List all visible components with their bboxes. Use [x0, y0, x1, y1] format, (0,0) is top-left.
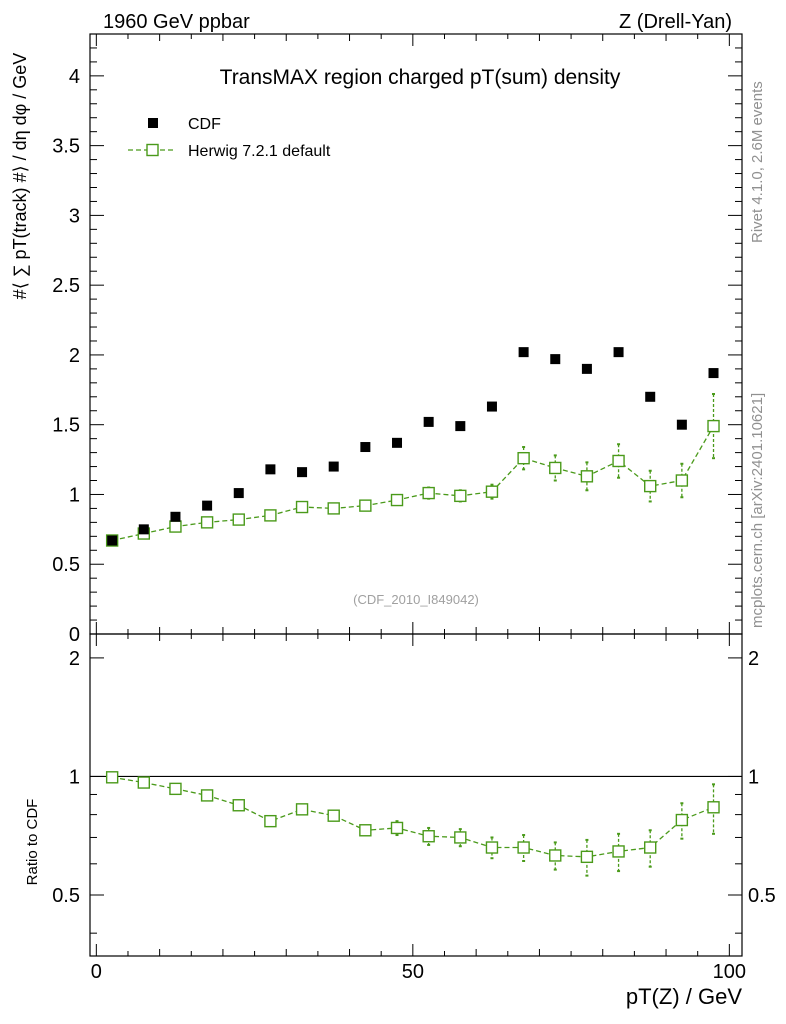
herwig-point [264, 509, 277, 522]
x-axis-label: pT(Z) / GeV [626, 984, 742, 1009]
y-tick-label: 3 [69, 205, 80, 227]
cdf-point [328, 461, 339, 472]
y-tick-label: 3.5 [52, 136, 80, 158]
herwig-ratio-point [232, 799, 245, 812]
herwig-ratio-point [454, 831, 467, 844]
herwig-ratio-point [169, 782, 182, 796]
herwig-ratio-point [390, 821, 404, 835]
cdf-point [392, 437, 403, 448]
frames [89, 33, 743, 957]
cdf-point [423, 416, 434, 427]
cdf-point [202, 500, 213, 511]
rivet-label: Rivet 4.1.0, 2.6M events [749, 81, 766, 243]
cdf-point [107, 535, 118, 546]
cdf-point [170, 511, 181, 522]
herwig-ratio-point [517, 841, 530, 854]
herwig-line [112, 425, 715, 542]
herwig-ratio-point [200, 789, 214, 802]
herwig-point [675, 474, 689, 487]
herwig-point [644, 479, 657, 493]
marks [90, 347, 742, 877]
herwig-point [485, 485, 499, 498]
herwig-point [707, 419, 720, 433]
y-tick-label: 4 [69, 66, 80, 88]
cdf-point [581, 363, 592, 374]
x-tick-label: 100 [713, 961, 746, 983]
herwig-ratio-point [359, 824, 372, 837]
cdf-point [360, 442, 371, 453]
ratio-ylabel: Ratio to CDF [24, 799, 41, 886]
ratio-frame [89, 633, 743, 957]
herwig-point [549, 461, 562, 475]
herwig-ratio-point [549, 849, 562, 862]
x-tick-label: 0 [91, 961, 102, 983]
legend-herwig-label: Herwig 7.2.1 default [188, 143, 331, 160]
ratio-y-tick-label-right: 1 [748, 766, 759, 788]
y-tick-label: 1.5 [52, 415, 80, 437]
ratio-y-tick-label: 0.5 [52, 885, 80, 907]
cdf-point [486, 401, 497, 412]
header-left: 1960 GeV ppbar [103, 11, 250, 33]
herwig-ratio-point [295, 803, 309, 816]
herwig-ratio-point [644, 841, 657, 854]
mcplots-label: mcplots.cern.ch [arXiv:2401.10621] [749, 393, 766, 628]
herwig-point [327, 502, 340, 515]
herwig-point [169, 520, 182, 533]
herwig-point [359, 499, 372, 512]
herwig-ratio-point [137, 776, 151, 789]
cdf-point [550, 354, 561, 365]
herwig-point [517, 451, 530, 465]
herwig-point [295, 500, 309, 514]
legend-cdf-label: CDF [188, 116, 221, 133]
herwig-ratio-point [485, 841, 499, 854]
x-tick-label: 50 [402, 961, 424, 983]
cdf-point [138, 524, 149, 535]
herwig-point [580, 470, 594, 483]
legend-herwig-marker [146, 143, 159, 157]
watermark: (CDF_2010_I849042) [353, 592, 479, 607]
herwig-ratio-point [580, 850, 594, 864]
y-tick-label: 0 [69, 624, 80, 646]
herwig-point [390, 493, 404, 507]
y-tick-label: 2 [69, 345, 80, 367]
legend-cdf-marker [148, 118, 158, 128]
cdf-point [676, 419, 687, 430]
herwig-point [612, 454, 625, 468]
cdf-point [613, 347, 624, 358]
herwig-ratio-point [264, 814, 277, 828]
herwig-point [422, 486, 435, 500]
herwig-ratio-point [612, 845, 625, 858]
cdf-point [265, 464, 276, 475]
y-tick-label: 0.5 [52, 554, 80, 576]
ratio-y-tick-label-right: 2 [748, 648, 759, 670]
cdf-point [455, 421, 466, 432]
y-tick-label: 1 [69, 484, 80, 506]
cdf-point [645, 391, 656, 402]
main-ylabel: #⟨ ∑ pT(track) #⟩ / dη dφ / GeV [10, 53, 30, 300]
herwig-ratio-line [112, 776, 714, 858]
y-tick-label: 2.5 [52, 275, 80, 297]
cdf-point [233, 488, 244, 499]
herwig-point [454, 489, 467, 503]
ratio-y-tick-label-right: 0.5 [748, 885, 776, 907]
cdf-point [518, 347, 529, 358]
legend: CDF Herwig 7.2.1 default [128, 116, 331, 160]
ticks [90, 33, 742, 956]
header-right: Z (Drell-Yan) [619, 11, 732, 33]
herwig-ratio-point [105, 771, 119, 784]
herwig-ratio-point [327, 809, 340, 822]
cdf-point [708, 368, 719, 379]
chart-title: TransMAX region charged pT(sum) density [220, 66, 621, 89]
ratio-y-tick-label: 2 [69, 648, 80, 670]
labels: 1960 GeV ppbar Z (Drell-Yan) (CDF_2010_I… [10, 11, 776, 1009]
ratio-y-tick-label: 1 [69, 766, 80, 788]
herwig-point [232, 513, 245, 526]
herwig-ratio-point [422, 830, 435, 843]
herwig-point [200, 516, 214, 529]
cdf-point [297, 467, 308, 478]
herwig-ratio-point [675, 813, 689, 827]
herwig-ratio-point [707, 801, 720, 814]
